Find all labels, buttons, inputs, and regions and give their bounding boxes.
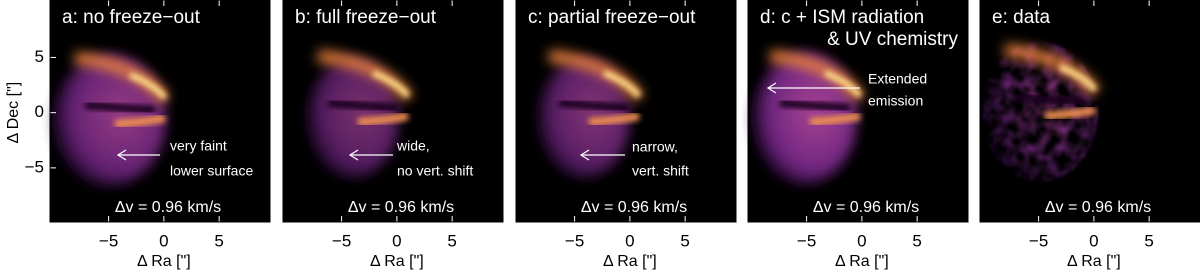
annotation: very faint	[170, 138, 227, 154]
frame	[515, 0, 737, 223]
x-axis-label: Δ Ra ["]	[137, 253, 191, 270]
x-tick-label: −5	[797, 231, 816, 250]
annotation: no vert. shift	[397, 163, 473, 179]
velocity-label: Δv = 0.96 km/s	[1045, 199, 1151, 216]
panel: −5 0 5 −5 0 5 a: no freeze−out very faint lower …	[5, 0, 271, 270]
annotation: wide,	[396, 138, 430, 154]
x-tick-label: 5	[680, 231, 689, 250]
x-tick-label: 0	[1089, 231, 1098, 250]
frame	[747, 0, 969, 223]
velocity-label: Δv = 0.96 km/s	[813, 199, 919, 216]
frame	[49, 0, 271, 223]
x-tick-label: 0	[625, 231, 634, 250]
x-tick-label: −5	[332, 231, 351, 250]
panel: −5 0 5 d: c + ISM radiation& UV chemistry Ex…	[747, 0, 969, 270]
y-tick-label: 5	[35, 47, 44, 66]
annotation: vert. shift	[632, 163, 689, 179]
emission-image	[982, 42, 1100, 182]
velocity-label: Δv = 0.96 km/s	[115, 199, 221, 216]
x-tick-label: −5	[565, 231, 584, 250]
x-axis-label: Δ Ra ["]	[835, 253, 889, 270]
panel-title: e: data	[992, 7, 1051, 28]
frame	[282, 0, 504, 223]
y-tick-label: 0	[35, 102, 44, 121]
emission-image	[538, 50, 644, 178]
y-axis-label: Δ Dec ["]	[5, 82, 22, 144]
x-tick-label: 0	[159, 231, 168, 250]
panel: −5 0 5 b: full freeze−out wide, no vert. shif…	[282, 0, 504, 270]
x-tick-label: 5	[1144, 231, 1153, 250]
panel: −5 0 5 e: data Δv = 0.96 km/s Δ Ra ["]	[979, 0, 1200, 270]
frame	[979, 0, 1200, 223]
annotation: Extended	[868, 71, 927, 87]
panel-title: a: no freeze−out	[62, 7, 201, 28]
panel-title: c: partial freeze−out	[528, 7, 696, 28]
x-tick-label: −5	[1029, 231, 1048, 250]
arrow-head	[766, 82, 777, 94]
annotation: lower surface	[170, 163, 253, 179]
panel-title: b: full freeze−out	[295, 7, 437, 28]
x-axis-label: Δ Ra ["]	[370, 253, 424, 270]
annotation: emission	[868, 93, 923, 109]
emission-image	[753, 50, 865, 184]
panel: −5 0 5 c: partial freeze−out narrow, vert. sh…	[515, 0, 737, 270]
x-tick-label: 0	[392, 231, 401, 250]
x-tick-label: 0	[857, 231, 866, 250]
emission-image	[54, 52, 170, 186]
y-tick-label: −5	[25, 157, 44, 176]
x-axis-label: Δ Ra ["]	[603, 253, 657, 270]
x-tick-label: −5	[99, 231, 118, 250]
panel-title: & UV chemistry	[827, 29, 958, 50]
velocity-label: Δv = 0.96 km/s	[348, 199, 454, 216]
arrow-head	[116, 149, 127, 161]
x-axis-label: Δ Ra ["]	[1067, 253, 1121, 270]
x-tick-label: 5	[912, 231, 921, 250]
arrow-head	[579, 149, 590, 161]
velocity-label: Δv = 0.96 km/s	[581, 199, 687, 216]
arrow-head	[348, 149, 359, 161]
x-tick-label: 5	[214, 231, 223, 250]
x-tick-label: 5	[447, 231, 456, 250]
panel-title: d: c + ISM radiation	[760, 7, 924, 28]
emission-image	[307, 50, 413, 178]
annotation: narrow,	[632, 139, 678, 155]
